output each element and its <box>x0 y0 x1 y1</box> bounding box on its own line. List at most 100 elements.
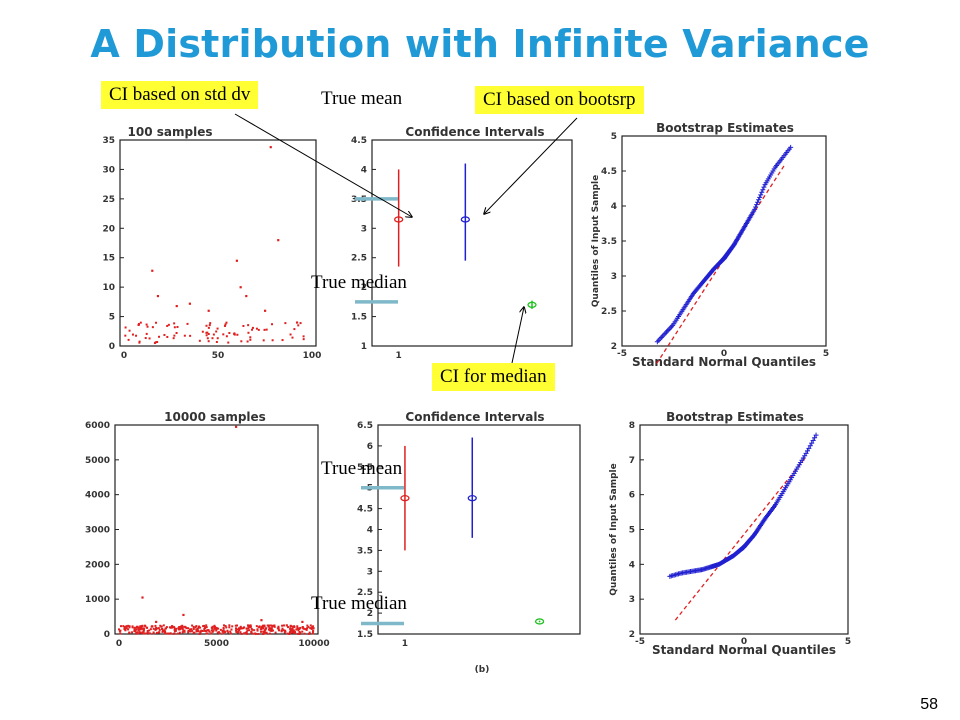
sample-point <box>309 624 312 627</box>
sample-point <box>256 628 259 631</box>
sample-point <box>268 624 271 627</box>
sample-point <box>195 628 198 631</box>
sample-point <box>209 322 212 325</box>
label-true-mean-top: True mean <box>321 88 403 109</box>
y-tick-label: 15 <box>102 254 115 264</box>
sample-point <box>212 629 215 632</box>
sample-point <box>247 627 250 630</box>
sample-point <box>246 340 249 343</box>
sample-point <box>137 626 140 629</box>
sample-point <box>264 309 267 312</box>
sample-point <box>285 624 288 627</box>
sample-point <box>146 629 149 632</box>
ci-center-marker <box>394 216 404 223</box>
sample-point <box>155 626 158 629</box>
sample-point <box>190 628 193 631</box>
y-tick-label: 4 <box>367 526 373 536</box>
y-tick-label: 3 <box>611 272 617 282</box>
sample-point <box>158 335 161 338</box>
sample-point <box>271 323 274 326</box>
y-tick-label: 4.5 <box>357 505 373 515</box>
sample-point <box>135 625 138 628</box>
y-tick-label: 6.5 <box>357 421 373 431</box>
label-true-median-bottom: True median <box>311 593 407 614</box>
sample-point <box>281 624 284 627</box>
plot-frame <box>114 424 319 635</box>
sample-point <box>139 321 142 324</box>
sample-point <box>135 628 138 631</box>
sample-point <box>164 627 167 630</box>
y-tick-label: 3000 <box>85 526 110 536</box>
sample-point <box>309 627 312 630</box>
sample-point <box>152 627 155 630</box>
sample-point <box>307 625 310 628</box>
x-tick-label: 0 <box>741 637 747 647</box>
reference-line <box>656 163 786 364</box>
sample-point <box>207 326 210 329</box>
x-tick-label: -5 <box>617 349 627 359</box>
sample-point <box>216 337 219 340</box>
sample-point <box>161 630 164 633</box>
sample-point <box>141 596 144 599</box>
sample-point <box>175 627 178 630</box>
sample-point <box>207 309 210 312</box>
sample-point <box>205 632 208 635</box>
qq-point <box>754 202 760 208</box>
sample-point <box>299 626 302 629</box>
qq-point <box>809 440 815 446</box>
y-tick-label: 3 <box>367 567 373 577</box>
y-tick-label: 2 <box>629 630 635 640</box>
sample-point <box>201 330 204 333</box>
y-tick-label: 0 <box>109 342 115 352</box>
sample-point <box>256 629 259 632</box>
sample-point <box>306 624 309 627</box>
sample-point <box>124 326 127 329</box>
sample-point <box>270 628 273 631</box>
sample-point <box>303 632 306 635</box>
sample-point <box>228 624 231 627</box>
y-tick-label: 35 <box>102 136 115 146</box>
arrow-ci-boot <box>484 117 578 214</box>
plot-frame <box>119 139 317 347</box>
sample-point <box>250 630 253 633</box>
ci-center-marker <box>460 216 470 223</box>
sample-point <box>202 624 205 627</box>
sample-point <box>166 335 169 338</box>
sample-point <box>245 627 248 630</box>
y-tick-label: 1.5 <box>357 630 373 640</box>
sample-point <box>176 632 179 635</box>
sample-point <box>288 632 291 635</box>
sample-point <box>155 620 158 624</box>
sample-point <box>234 624 237 627</box>
sample-point <box>204 630 207 633</box>
plot-title: Bootstrap Estimates <box>656 121 794 135</box>
callout-ci-std: CI based on std dv <box>101 81 259 109</box>
sample-point <box>151 326 154 329</box>
sample-point <box>188 628 191 631</box>
label-true-mean-bottom: True mean <box>321 458 403 479</box>
sample-point <box>298 631 301 634</box>
sample-point <box>213 627 216 630</box>
sample-point <box>199 626 202 629</box>
sample-point <box>264 632 267 635</box>
sample-point <box>131 631 134 634</box>
sample-point <box>139 627 142 630</box>
sample-point <box>211 630 214 633</box>
qq-point <box>753 204 759 210</box>
sample-point <box>195 630 198 633</box>
sample-point <box>217 631 220 634</box>
sample-point <box>118 628 121 631</box>
sample-point <box>169 632 172 635</box>
sample-point <box>237 628 240 631</box>
sample-point <box>189 630 192 633</box>
sample-point <box>242 627 245 630</box>
sample-point <box>133 628 136 631</box>
sample-point <box>265 627 268 630</box>
x-tick-label: 1 <box>396 351 402 361</box>
sample-point <box>219 628 222 631</box>
sample-point <box>196 629 199 632</box>
sample-point <box>160 625 163 628</box>
sample-point <box>139 631 142 634</box>
sample-point <box>292 625 295 628</box>
sample-point <box>207 340 210 343</box>
